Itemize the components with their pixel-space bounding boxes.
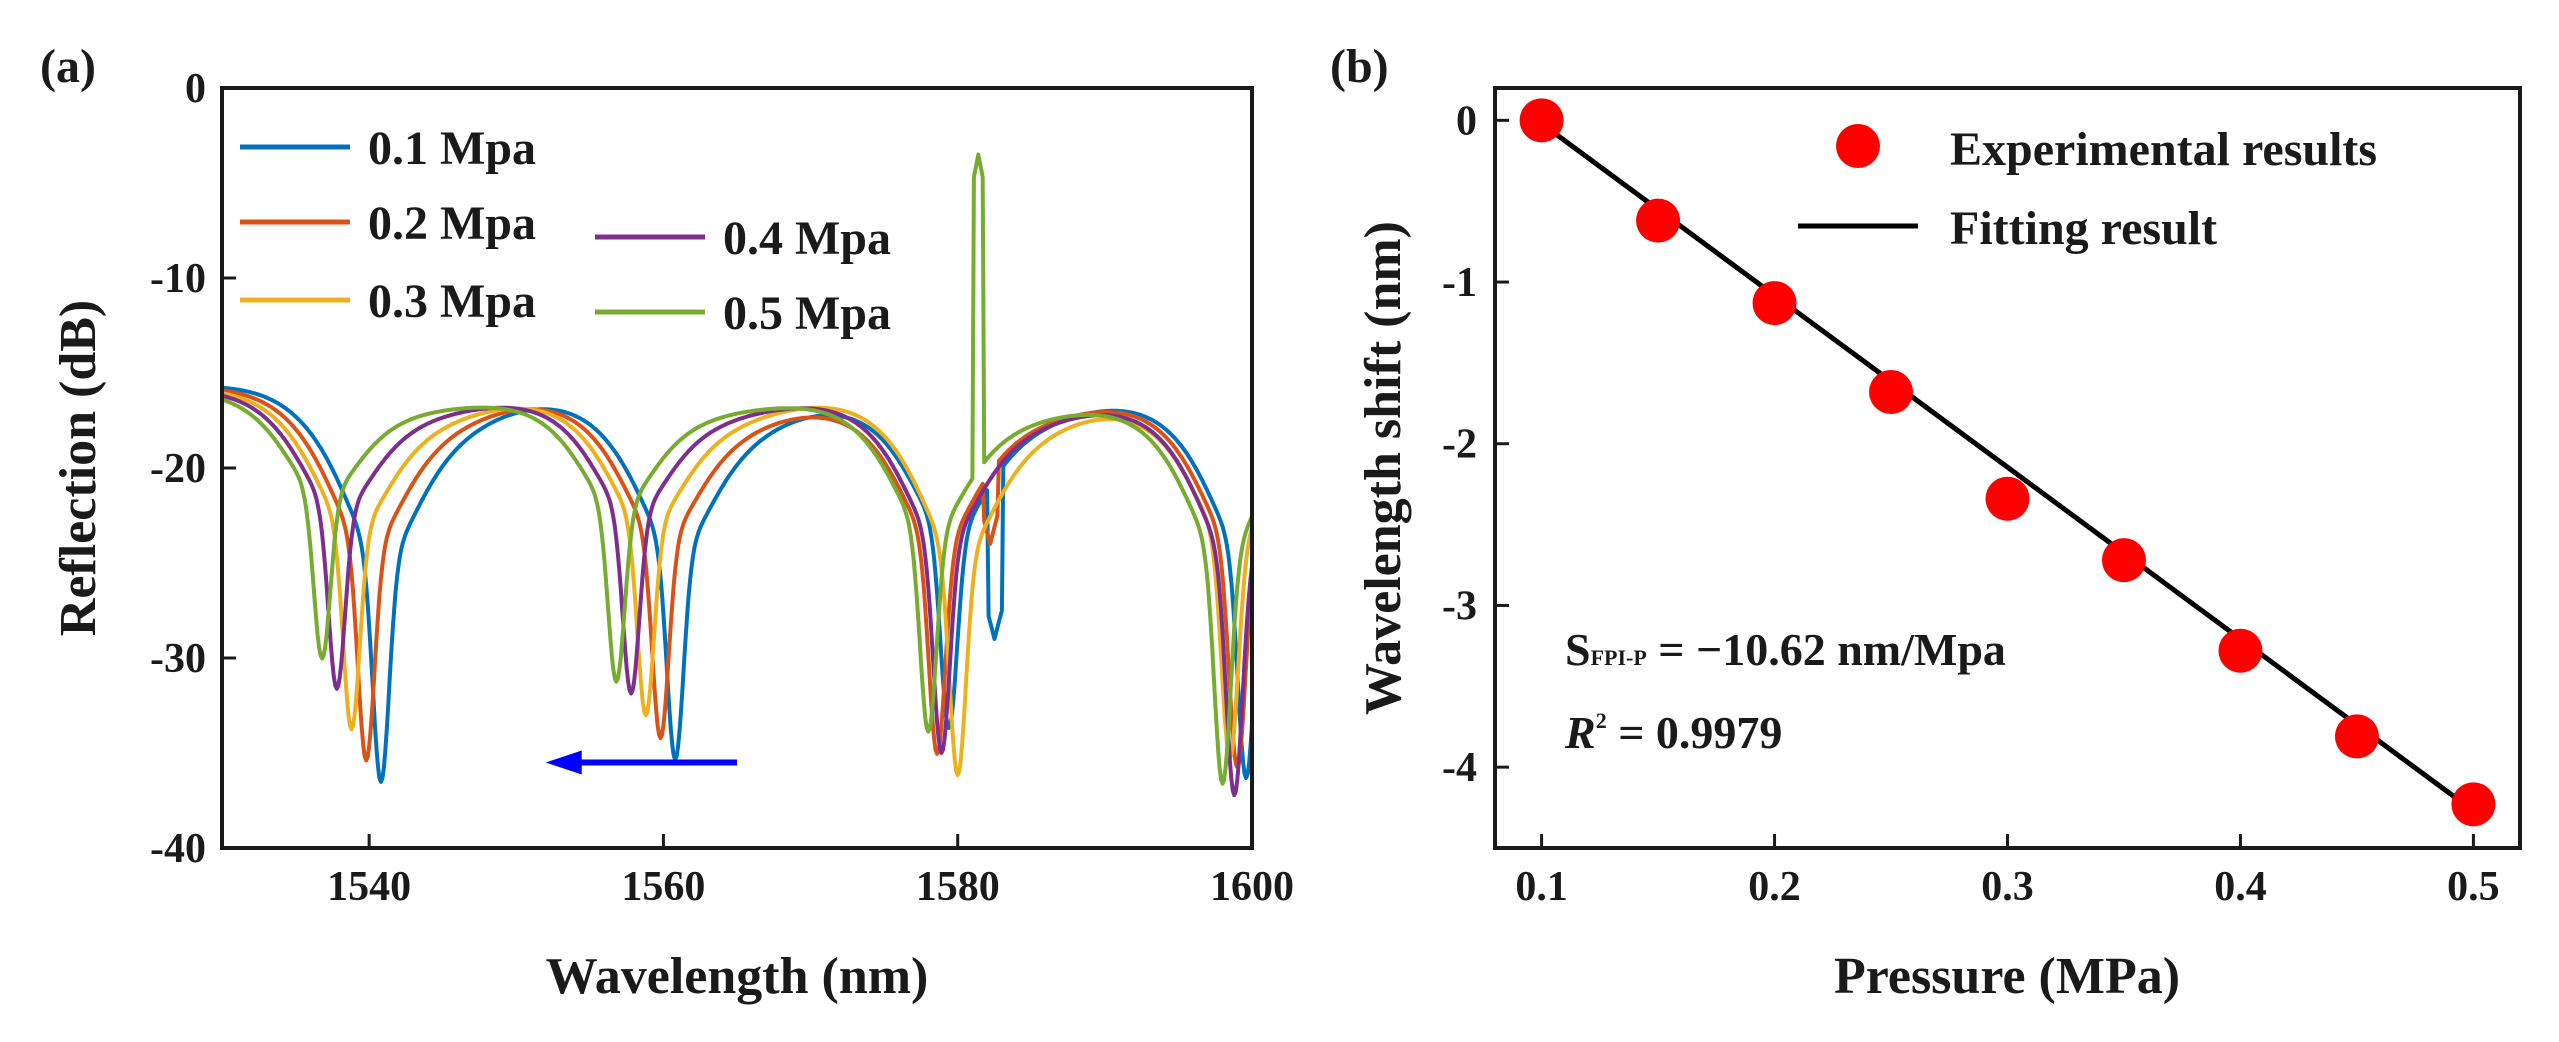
fit-line (1540, 121, 2475, 813)
data-point (1636, 198, 1681, 243)
chart-a-xtick-label: 1600 (1210, 864, 1294, 910)
sensitivity-subscript: FPI-P (1591, 645, 1647, 670)
legend-a-label: 0.3 Mpa (368, 275, 536, 328)
chart-a-ticks: 1540 1560 1580 1600 0 -10 -20 -30 -40 (150, 66, 1294, 910)
chart-a-ylabel: Reflection (dB) (50, 300, 107, 636)
chart-a-series-line-2 (222, 388, 1252, 770)
legend-b-marker (1836, 124, 1880, 168)
r2-annotation: R2 = 0.9979 (1564, 707, 1782, 758)
chart-a-series-line-5 (222, 152, 1252, 786)
sensitivity-symbol: S (1565, 624, 1591, 675)
data-point (1985, 476, 2030, 521)
chart-b-ytick-label: -3 (1442, 583, 1477, 629)
chart-a-ytick-label: -40 (150, 826, 206, 872)
chart-b-xtick-label: 0.1 (1515, 864, 1568, 910)
shift-arrow-head (545, 750, 582, 775)
chart-a-xtick-label: 1580 (916, 864, 1000, 910)
legend-b-label: Experimental results (1950, 123, 2377, 176)
sensitivity-annotation: SFPI-P = −10.62 nm/Mpa (1565, 624, 2006, 675)
data-point (1869, 370, 1914, 414)
panel-b-label: (b) (1330, 40, 1389, 93)
chart-b-ytick-label: -1 (1442, 260, 1477, 306)
chart-b-ytick-label: -2 (1442, 422, 1477, 468)
chart-b-ytick-label: -4 (1442, 745, 1477, 791)
chart-b-xtick-label: 0.5 (2447, 864, 2500, 910)
sensitivity-value: = −10.62 nm/Mpa (1647, 624, 2006, 675)
legend-b-label: Fitting result (1950, 202, 2217, 255)
chart-b-xlabel: Pressure (MPa) (1834, 948, 2180, 1005)
chart-a-curves (222, 152, 1252, 798)
chart-a-ytick-label: 0 (185, 66, 206, 112)
data-point (1752, 281, 1797, 326)
chart-a-legend: 0.1 Mpa 0.2 Mpa 0.3 Mpa 0.4 Mpa 0.5 Mpa (240, 122, 891, 340)
chart-b: 0.1 0.2 0.3 0.4 0.5 0 -1 -2 -3 -4 Experimental re… (1355, 86, 2522, 1005)
chart-a-xlabel: Wavelength (nm) (546, 948, 929, 1005)
chart-b-ylabel: Wavelength shift (nm) (1355, 221, 1412, 715)
chart-a-shift-arrow (545, 750, 737, 775)
legend-a-label: 0.5 Mpa (723, 287, 891, 340)
data-point (2451, 782, 2496, 827)
chart-a-xtick-label: 1540 (327, 864, 411, 910)
chart-a: 1540 1560 1580 1600 0 -10 -20 -30 -40 0.1 Mpa 0.2… (50, 66, 1294, 1005)
chart-b-xtick-label: 0.2 (1748, 864, 1801, 910)
chart-b-fit-line-group (1540, 121, 2475, 813)
legend-a-label: 0.4 Mpa (723, 212, 891, 265)
chart-b-xtick-label: 0.4 (2214, 864, 2267, 910)
r2-superscript: 2 (1596, 708, 1607, 733)
chart-b-xtick-label: 0.3 (1981, 864, 2034, 910)
data-point (1519, 98, 1564, 143)
chart-a-ytick-label: -30 (150, 636, 206, 682)
legend-a-label: 0.1 Mpa (368, 122, 536, 175)
chart-a-series-line-4 (222, 393, 1252, 798)
chart-b-legend: Experimental results Fitting result (1798, 123, 2377, 255)
data-point (2218, 628, 2263, 673)
chart-a-series-line-3 (222, 391, 1252, 778)
chart-b-points (1519, 98, 2496, 827)
data-point (2101, 538, 2146, 583)
chart-b-ticks: 0.1 0.2 0.3 0.4 0.5 0 -1 -2 -3 -4 (1442, 98, 2500, 910)
legend-a-label: 0.2 Mpa (368, 197, 536, 250)
r2-value: = 0.9979 (1607, 707, 1783, 758)
chart-b-ytick-label: 0 (1456, 98, 1477, 144)
data-point (2334, 714, 2379, 759)
panel-a-label: (a) (40, 40, 96, 93)
chart-a-ytick-label: -20 (150, 446, 206, 492)
r2-symbol: R (1564, 707, 1596, 758)
chart-a-xtick-label: 1560 (621, 864, 705, 910)
chart-a-ytick-label: -10 (150, 256, 206, 302)
